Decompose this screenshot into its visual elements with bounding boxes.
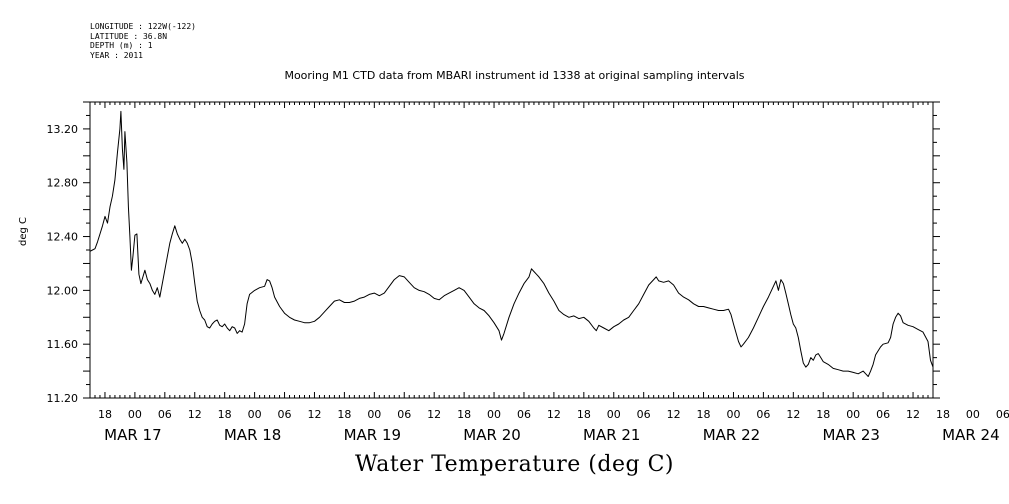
x-hour-label: 18: [337, 408, 351, 421]
y-tick-label: 12.00: [47, 284, 79, 297]
x-day-label: MAR 23: [822, 426, 879, 444]
x-hour-label: 00: [966, 408, 980, 421]
x-day-label: MAR 22: [703, 426, 760, 444]
depth-label: DEPTH (m) : 1: [90, 41, 153, 50]
x-hour-label: 00: [367, 408, 381, 421]
x-day-label: MAR 20: [463, 426, 520, 444]
x-hour-label: 12: [906, 408, 920, 421]
x-hour-label: 06: [756, 408, 770, 421]
x-hour-label: 18: [98, 408, 112, 421]
x-hour-label: 06: [876, 408, 890, 421]
longitude-label: LONGITUDE : 122W(-122): [90, 22, 196, 31]
x-hour-label: 00: [607, 408, 621, 421]
x-axis-label: Water Temperature (deg C): [355, 452, 674, 477]
x-hour-label: 00: [726, 408, 740, 421]
x-hour-label: 12: [307, 408, 321, 421]
x-day-label: MAR 17: [104, 426, 161, 444]
x-hour-label: 12: [547, 408, 561, 421]
x-day-label: MAR 19: [344, 426, 401, 444]
y-tick-label: 11.20: [47, 392, 79, 405]
x-hour-label: 06: [517, 408, 531, 421]
x-hour-label: 18: [936, 408, 950, 421]
x-hour-label: 18: [697, 408, 711, 421]
x-hour-label: 06: [158, 408, 172, 421]
x-hour-label: 06: [996, 408, 1009, 421]
x-hour-label: 00: [487, 408, 501, 421]
x-hour-label: 12: [427, 408, 441, 421]
y-tick-label: 13.20: [47, 123, 79, 136]
year-label: YEAR : 2011: [90, 50, 143, 60]
x-hour-label: 12: [786, 408, 800, 421]
y-tick-label: 11.60: [47, 338, 79, 351]
x-hour-label: 00: [128, 408, 142, 421]
x-hour-label: 18: [457, 408, 471, 421]
mooring-metadata: LONGITUDE : 122W(-122) LATITUDE : 36.8N DE…: [90, 22, 196, 60]
plot-frame: [89, 101, 934, 399]
x-hour-label: 00: [248, 408, 262, 421]
y-tick-label: 12.40: [47, 231, 79, 244]
x-day-label: MAR 18: [224, 426, 281, 444]
x-hour-label: 00: [846, 408, 860, 421]
x-hour-label: 18: [577, 408, 591, 421]
x-hour-label: 06: [278, 408, 292, 421]
y-tick-label: 12.80: [47, 177, 79, 190]
x-hour-label: 18: [218, 408, 232, 421]
x-hour-label: 12: [188, 408, 202, 421]
x-hour-label: 12: [667, 408, 681, 421]
x-hour-label: 06: [637, 408, 651, 421]
x-hour-label: 06: [397, 408, 411, 421]
x-hour-label: 18: [816, 408, 830, 421]
x-day-label: MAR 24: [942, 426, 999, 444]
latitude-label: LATITUDE : 36.8N: [90, 31, 168, 41]
temperature-series-line: [89, 110, 934, 377]
chart-title: Mooring M1 CTD data from MBARI instrumen…: [284, 69, 745, 82]
x-day-label: MAR 21: [583, 426, 640, 444]
